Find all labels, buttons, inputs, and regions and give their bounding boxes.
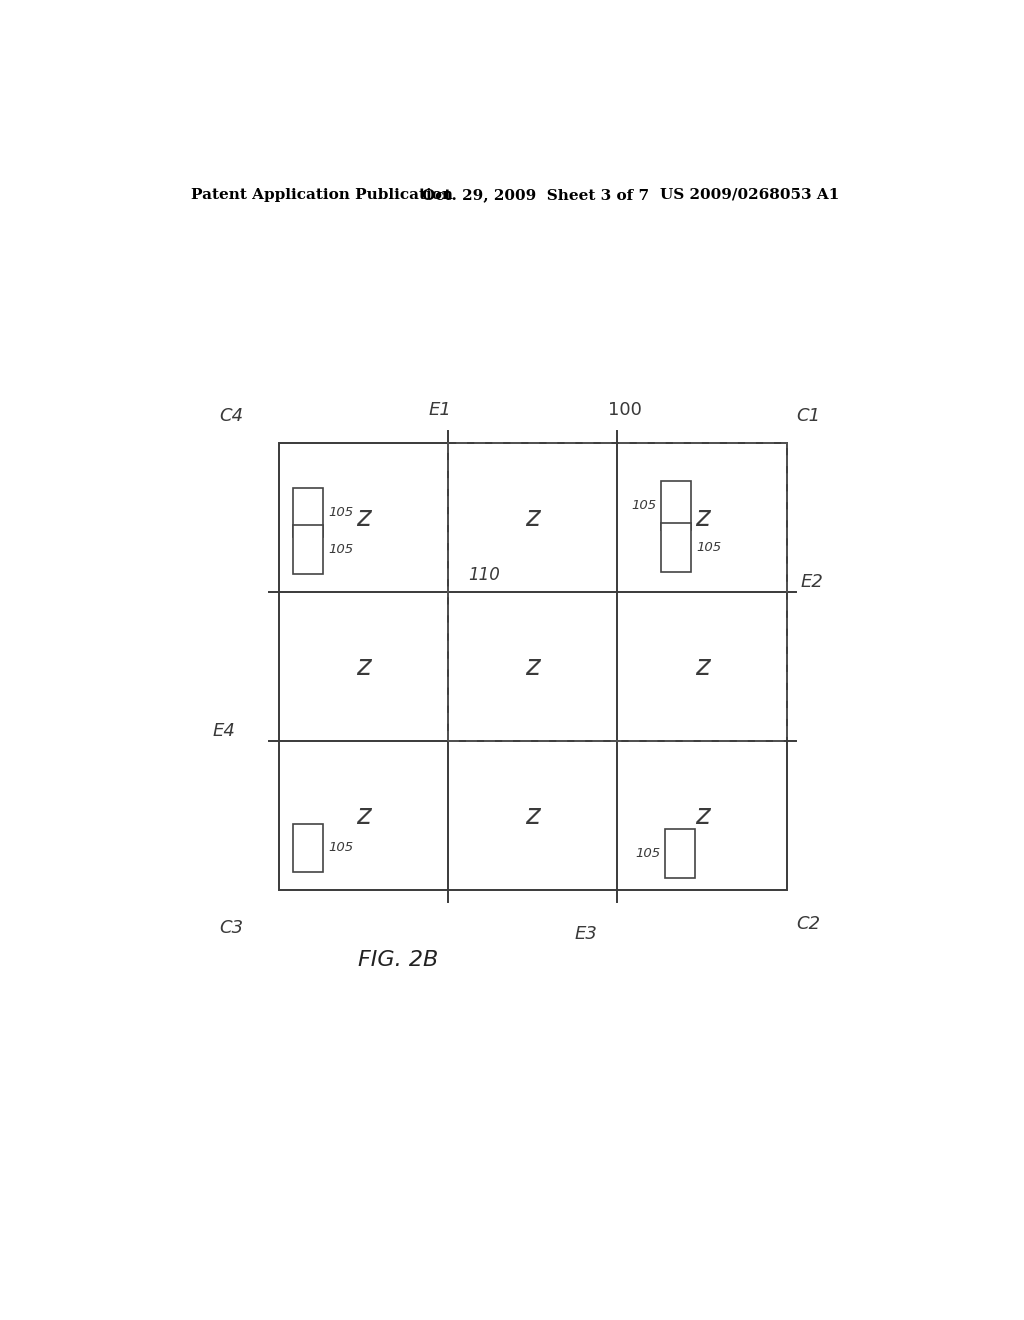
Text: US 2009/0268053 A1: US 2009/0268053 A1 [659,187,839,202]
Text: E3: E3 [574,925,597,942]
Text: C2: C2 [797,915,820,933]
Text: 105: 105 [328,841,353,854]
Text: 105: 105 [696,541,721,554]
Text: E1: E1 [429,400,452,418]
Text: z: z [525,503,540,532]
Text: 105: 105 [631,499,656,512]
Text: 105: 105 [328,506,353,519]
Text: C4: C4 [219,407,243,425]
Text: z: z [356,801,371,830]
Bar [449,444,786,741]
Text: E2: E2 [801,573,824,591]
Text: C3: C3 [219,919,243,937]
Text: 100: 100 [608,400,642,418]
Bar [293,488,324,537]
Bar [279,444,786,890]
Bar [665,829,695,878]
Text: E4: E4 [212,722,236,741]
Text: z: z [694,652,710,681]
Text: Patent Application Publication: Patent Application Publication [191,187,454,202]
Text: 105: 105 [635,847,660,861]
Bar [293,824,324,873]
Text: z: z [694,801,710,830]
Text: z: z [694,503,710,532]
Text: z: z [525,652,540,681]
Text: FIG. 2B: FIG. 2B [358,950,438,970]
Text: z: z [525,801,540,830]
Text: 105: 105 [328,543,353,556]
Text: C1: C1 [797,407,820,425]
Text: z: z [356,652,371,681]
Text: z: z [356,503,371,532]
Bar [293,525,324,574]
Bar [662,480,691,529]
Bar [662,523,691,572]
Text: Oct. 29, 2009  Sheet 3 of 7: Oct. 29, 2009 Sheet 3 of 7 [422,187,649,202]
Text: 110: 110 [468,566,500,583]
